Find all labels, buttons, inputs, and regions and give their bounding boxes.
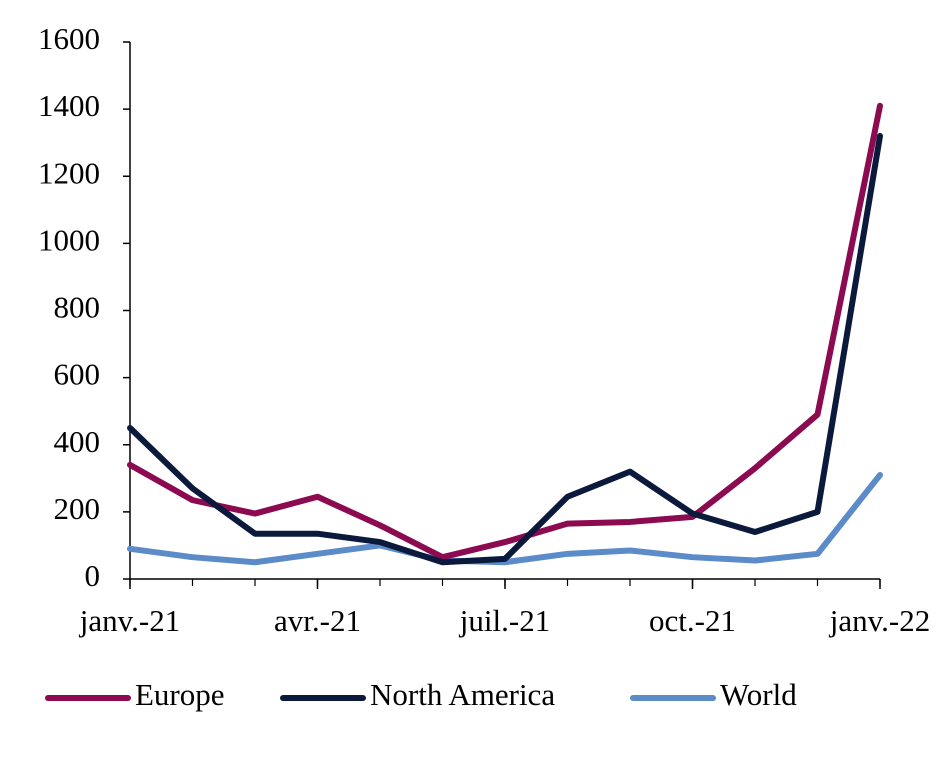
y-tick-label: 1200 [38, 155, 100, 190]
x-tick-label: janv.-22 [829, 603, 930, 638]
series-line [127, 132, 883, 566]
y-tick-label: 1000 [38, 222, 100, 257]
y-tick-label: 200 [54, 491, 101, 526]
y-tick-label: 0 [85, 558, 101, 593]
y-tick-label: 1600 [38, 21, 100, 56]
x-tick-label: avr.-21 [274, 603, 361, 638]
y-tick-label: 400 [54, 424, 101, 459]
series-line [127, 471, 883, 566]
x-tick-label: janv.-21 [79, 603, 180, 638]
series-line [127, 102, 883, 561]
legend-label: Europe [135, 677, 225, 712]
y-tick-label: 1400 [38, 88, 100, 123]
y-tick-label: 600 [54, 357, 101, 392]
x-tick-label: juil.-21 [459, 603, 550, 638]
x-tick-label: oct.-21 [649, 603, 736, 638]
legend-label: North America [370, 677, 555, 712]
y-tick-label: 800 [54, 290, 101, 325]
legend-label: World [720, 677, 797, 712]
